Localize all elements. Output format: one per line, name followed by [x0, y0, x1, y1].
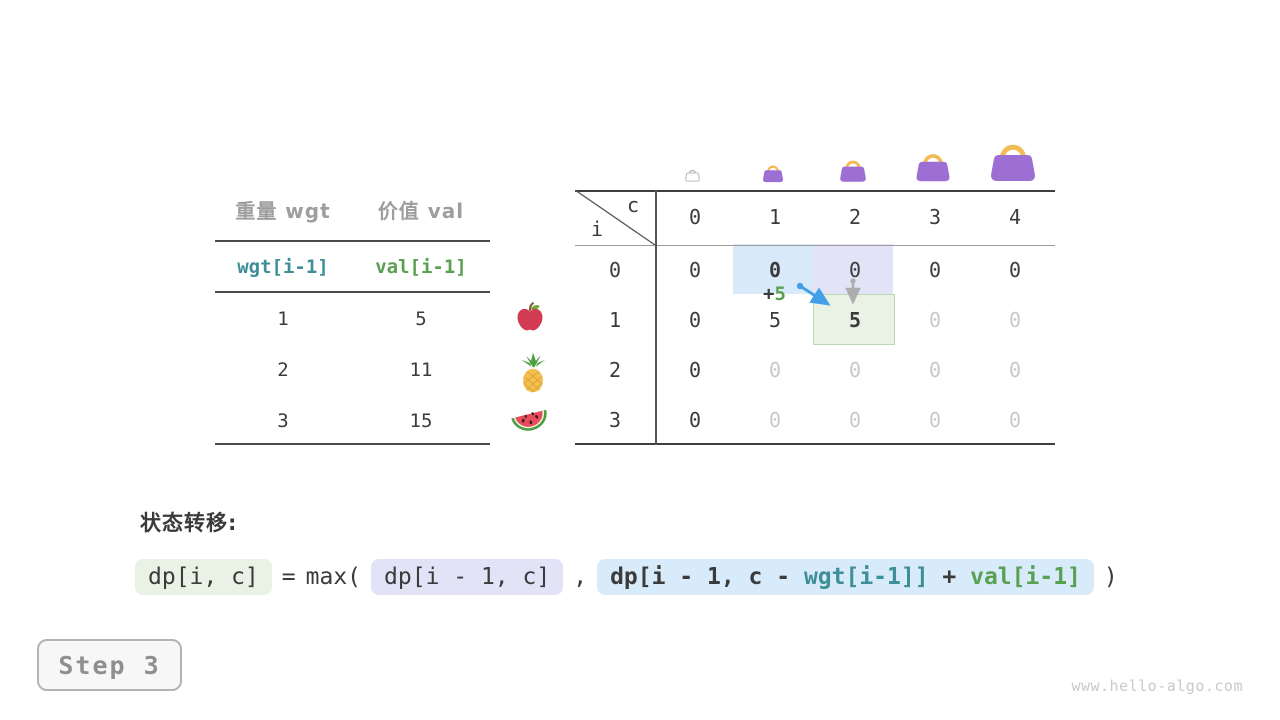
- added-value: 5: [774, 283, 786, 305]
- max-close: ): [1103, 564, 1118, 590]
- item-3-weight: 3: [277, 410, 289, 432]
- dp-cell-0-0: 0: [688, 258, 702, 282]
- dp-cell-1-0: 0: [688, 308, 702, 332]
- transition-formula: dp[i, c] = max( dp[i - 1, c] , dp[i - 1,…: [135, 559, 1118, 595]
- diagonal-line: [574, 189, 656, 246]
- item-row-2: 2 11: [215, 355, 490, 385]
- plus-sign: +: [763, 283, 775, 305]
- dp-row-3: 3 0 0 0 0 0: [575, 395, 1055, 445]
- table-divider: [215, 443, 490, 445]
- equals-sign: =: [281, 564, 296, 590]
- dp-cell-1-3: 0: [928, 308, 942, 332]
- col-header-3: 3: [928, 205, 942, 229]
- capacity-variable-label: c: [626, 193, 640, 217]
- dp-cell-3-1: 0: [768, 408, 782, 432]
- val-index-label: val[i-1]: [375, 256, 467, 278]
- items-table-header: 重量 wgt 价值 val: [215, 196, 490, 226]
- dp-cell-1-4: 0: [1008, 308, 1022, 332]
- dp-table-bottom-border: [575, 443, 1055, 445]
- formula-arg2: dp[i - 1, c - wgt[i-1]] + val[i-1]: [597, 559, 1094, 595]
- item-2-weight: 2: [277, 359, 289, 381]
- empty-bag-icon: [685, 166, 700, 187]
- dp-table: c i 0 1 2 3 4 0 0 0 0 0 0 1 0 5 5 0 0 2: [574, 189, 1055, 446]
- pineapple-icon: [516, 351, 550, 398]
- dp-cell-0-3: 0: [928, 258, 942, 282]
- dp-corner-cell: c i: [574, 189, 656, 246]
- arg2-wgt-part: wgt[i-1]]: [803, 564, 929, 590]
- table-divider: [215, 240, 490, 242]
- item-row-3: 3 15: [215, 406, 490, 436]
- dp-cell-2-4: 0: [1008, 358, 1022, 382]
- bag-large-icon: [915, 148, 951, 187]
- row-header-2: 2: [608, 358, 622, 382]
- max-open: max(: [305, 564, 362, 590]
- item-3-value: 15: [409, 410, 433, 432]
- index-row: wgt[i-1] val[i-1]: [215, 252, 490, 282]
- dp-cell-2-1: 0: [768, 358, 782, 382]
- dp-cell-0-4: 0: [1008, 258, 1022, 282]
- transition-arrows: [796, 278, 861, 306]
- dp-cell-0-2: 0: [848, 258, 862, 282]
- item-2-value: 11: [409, 359, 433, 381]
- dp-column-headers: 0 1 2 3 4: [655, 190, 1055, 245]
- value-column-header: 价值 val: [377, 199, 465, 223]
- col-header-2: 2: [848, 205, 862, 229]
- dp-table-vertical-divider: [655, 190, 657, 445]
- dp-table-header-divider: [575, 245, 1055, 246]
- dp-row-0: 0 0 0 0 0 0: [575, 245, 1055, 295]
- col-header-1: 1: [768, 205, 782, 229]
- item-1-weight: 1: [277, 308, 289, 330]
- item-1-value: 5: [415, 308, 427, 330]
- table-divider: [215, 291, 490, 293]
- row-header-0: 0: [608, 258, 622, 282]
- arg2-dp-part: dp[i - 1, c -: [610, 564, 804, 590]
- formula-lhs: dp[i, c]: [135, 559, 272, 595]
- dp-cell-0-1: 0: [768, 258, 782, 282]
- bag-medium-icon: [839, 156, 867, 187]
- dp-cell-3-4: 0: [1008, 408, 1022, 432]
- dp-cell-3-2: 0: [848, 408, 862, 432]
- item-variable-label: i: [590, 217, 604, 241]
- formula-arg1: dp[i - 1, c]: [371, 559, 564, 595]
- weight-column-header: 重量 wgt: [235, 199, 331, 223]
- dp-table-top-border: [575, 190, 1055, 192]
- dp-cell-2-3: 0: [928, 358, 942, 382]
- col-header-0: 0: [688, 205, 702, 229]
- bag-small-icon: [762, 162, 784, 187]
- items-table: 重量 wgt 价值 val wgt[i-1] val[i-1] 1 5 2 11…: [215, 190, 490, 450]
- apple-icon: [515, 301, 545, 338]
- arg2-plus-part: +: [928, 564, 971, 590]
- row-header-1: 1: [608, 308, 622, 332]
- step-badge-label: Step 3: [58, 650, 161, 680]
- step-badge[interactable]: Step 3: [37, 639, 182, 691]
- transition-section-label: 状态转移:: [140, 511, 238, 535]
- dp-cell-3-0: 0: [688, 408, 702, 432]
- blue-arrow: [799, 284, 831, 306]
- dp-cell-1-1: 5: [768, 308, 782, 332]
- dp-cell-3-3: 0: [928, 408, 942, 432]
- arg2-val-part: val[i-1]: [970, 564, 1081, 590]
- bag-xlarge-icon: [989, 137, 1037, 187]
- item-row-1: 1 5: [215, 304, 490, 334]
- row-header-3: 3: [608, 408, 622, 432]
- dp-row-2: 2 0 0 0 0 0: [575, 345, 1055, 395]
- dp-cell-2-2: 0: [848, 358, 862, 382]
- dp-cell-1-2: 5: [848, 308, 862, 332]
- dp-cell-2-0: 0: [688, 358, 702, 382]
- dp-row-1: 1 0 5 5 0 0: [575, 295, 1055, 345]
- wgt-index-label: wgt[i-1]: [237, 256, 329, 278]
- plus-value-annotation: +5: [763, 283, 786, 305]
- watermark: www.hello-algo.com: [1071, 677, 1243, 695]
- col-header-4: 4: [1008, 205, 1022, 229]
- comma-separator: ,: [573, 564, 588, 590]
- watermelon-icon: [509, 404, 551, 442]
